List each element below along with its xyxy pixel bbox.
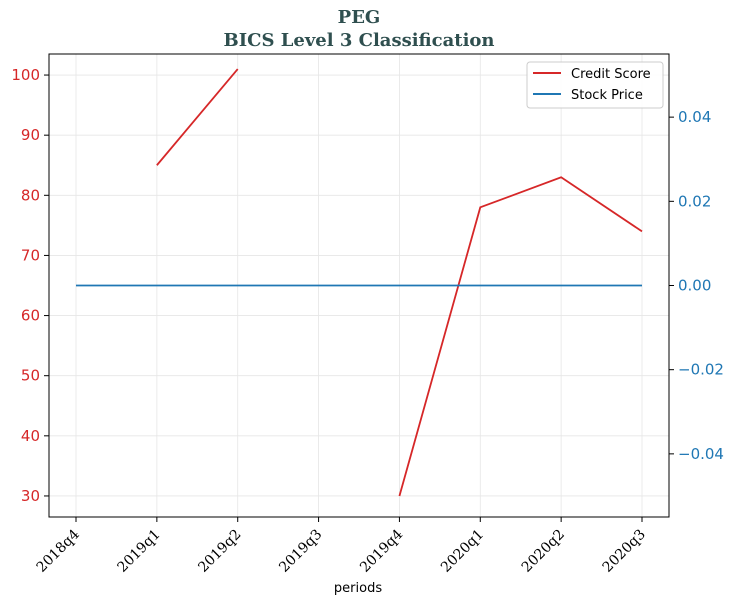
x-tick-label: 2020q3 (600, 527, 649, 576)
right-y-tick-label: 0.00 (678, 277, 711, 295)
legend-label-stock-price: Stock Price (571, 88, 643, 103)
left-y-tick-label: 60 (21, 307, 40, 325)
chart-subtitle: BICS Level 3 Classification (223, 30, 494, 51)
legend: Credit Score Stock Price (526, 61, 664, 109)
left-y-tick-label: 80 (21, 186, 40, 204)
x-tick-label: 2019q3 (276, 527, 325, 576)
left-y-tick-label: 40 (21, 427, 40, 445)
x-tick-label: 2020q1 (438, 527, 487, 576)
right-axis: −0.04 −0.02 0.00 0.02 0.04 (669, 108, 724, 463)
series-line-credit-score (156, 68, 239, 166)
right-y-tick-label: −0.04 (678, 445, 724, 463)
x-tick-label: 2018q4 (34, 526, 83, 575)
right-y-tick-label: 0.02 (678, 192, 711, 210)
left-y-tick-label: 30 (21, 487, 40, 505)
series-line-credit-score (398, 176, 643, 497)
left-y-tick-label: 70 (21, 246, 40, 264)
legend-label-credit-score: Credit Score (571, 67, 651, 82)
x-tick-label: 2020q2 (519, 527, 568, 576)
x-axis: 2018q4 2019q1 2019q2 2019q3 2019q4 2020q1 2020… (34, 517, 649, 576)
x-axis-label: periods (334, 581, 382, 596)
x-tick-label: 2019q1 (115, 527, 164, 576)
right-y-tick-label: 0.04 (678, 108, 711, 126)
right-y-tick-label: −0.02 (678, 361, 724, 379)
left-axis: 30 40 50 60 70 80 90 100 (11, 66, 49, 505)
left-y-tick-label: 100 (11, 66, 40, 84)
x-tick-label: 2019q4 (357, 526, 406, 575)
left-y-tick-label: 90 (21, 126, 40, 144)
x-tick-label: 2019q2 (195, 527, 244, 576)
left-y-tick-label: 50 (21, 367, 40, 385)
series-layer (76, 68, 643, 497)
chart-title: PEG (338, 7, 381, 28)
